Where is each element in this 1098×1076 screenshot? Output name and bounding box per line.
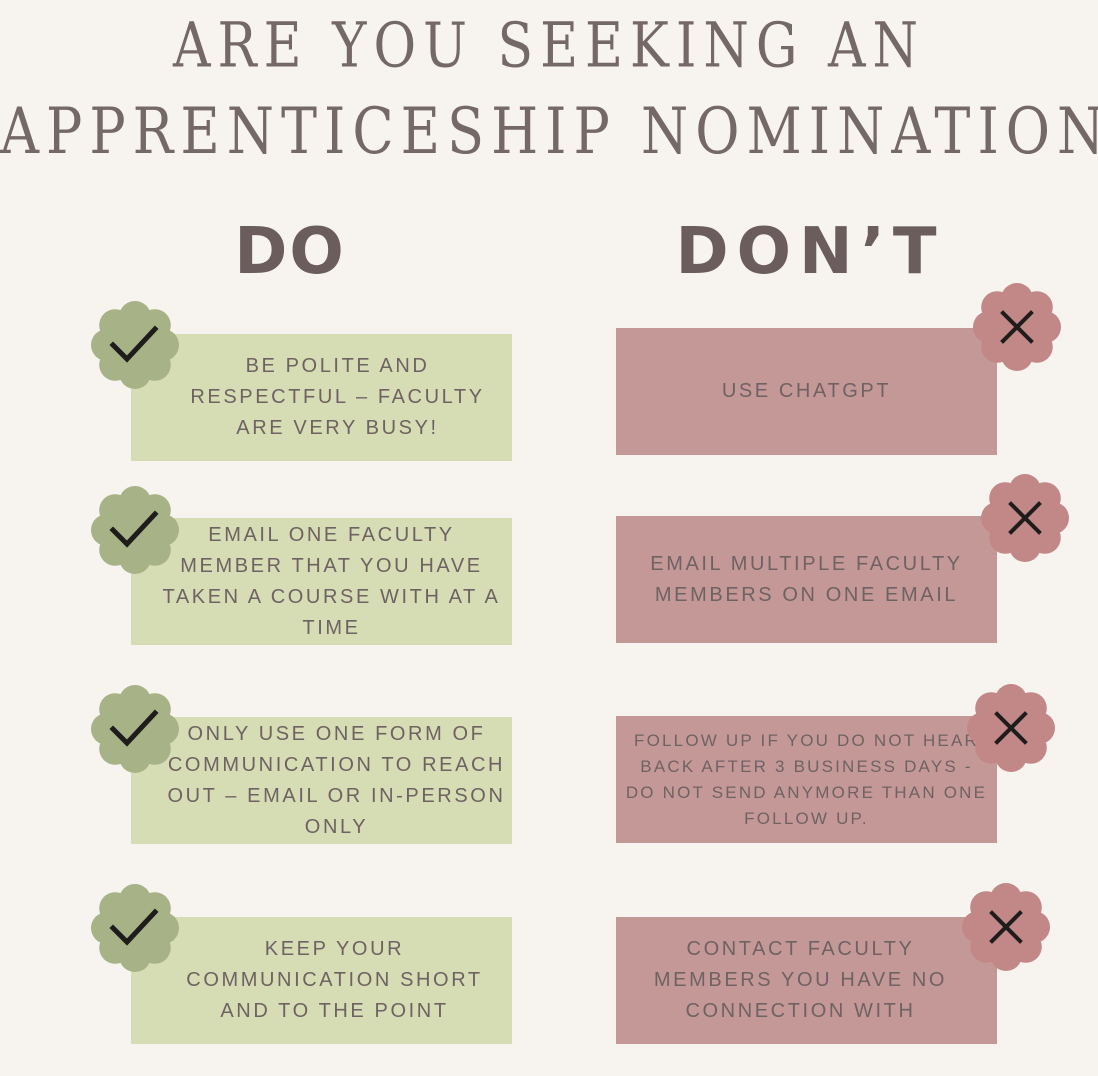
dont-item-text: FOLLOW UP IF YOU DO NOT HEAR BACK AFTER …: [625, 730, 988, 828]
dont-badge-2: [979, 472, 1071, 564]
do-item-text: KEEP YOUR COMMUNICATION SHORT AND TO THE…: [186, 938, 483, 1022]
dont-item-2: EMAIL MULTIPLE FACULTY MEMBERS ON ONE EM…: [616, 516, 997, 643]
do-badge-2: [89, 484, 181, 576]
x-icon: [967, 684, 1055, 772]
do-badge-4: [89, 882, 181, 974]
do-item-2: EMAIL ONE FACULTY MEMBER THAT YOU HAVE T…: [131, 518, 512, 645]
do-item-1: BE POLITE AND RESPECTFUL – FACULTY ARE V…: [131, 334, 512, 461]
dont-badge-3: [965, 682, 1057, 774]
check-icon: [91, 301, 179, 389]
dont-item-text: CONTACT FACULTY MEMBERS YOU HAVE NO CONN…: [653, 938, 948, 1022]
title-line-2: APPRENTICESHIP NOMINATION?: [0, 94, 1098, 169]
do-item-text: BE POLITE AND RESPECTFUL – FACULTY ARE V…: [190, 355, 485, 439]
title-line-1: ARE YOU SEEKING AN: [172, 11, 926, 83]
dont-badge-4: [960, 881, 1052, 973]
x-icon: [981, 474, 1069, 562]
do-item-4: KEEP YOUR COMMUNICATION SHORT AND TO THE…: [131, 917, 512, 1044]
dont-item-3: FOLLOW UP IF YOU DO NOT HEAR BACK AFTER …: [616, 716, 997, 843]
dont-item-text: USE CHATGPT: [721, 380, 892, 402]
do-heading: DO: [234, 215, 346, 289]
dont-item-4: CONTACT FACULTY MEMBERS YOU HAVE NO CONN…: [616, 917, 997, 1044]
check-icon: [91, 486, 179, 574]
do-badge-3: [89, 683, 181, 775]
check-icon: [91, 685, 179, 773]
dont-badge-1: [971, 281, 1063, 373]
dont-item-text: EMAIL MULTIPLE FACULTY MEMBERS ON ONE EM…: [650, 552, 963, 606]
dont-item-1: USE CHATGPT: [616, 328, 997, 455]
do-badge-1: [89, 299, 181, 391]
do-item-3: ONLY USE ONE FORM OF COMMUNICATION TO RE…: [131, 717, 512, 844]
do-item-text: EMAIL ONE FACULTY MEMBER THAT YOU HAVE T…: [162, 523, 501, 639]
x-icon: [973, 283, 1061, 371]
dont-heading: DON’T: [675, 215, 945, 289]
x-icon: [962, 883, 1050, 971]
check-icon: [91, 884, 179, 972]
do-item-text: ONLY USE ONE FORM OF COMMUNICATION TO RE…: [167, 722, 506, 838]
